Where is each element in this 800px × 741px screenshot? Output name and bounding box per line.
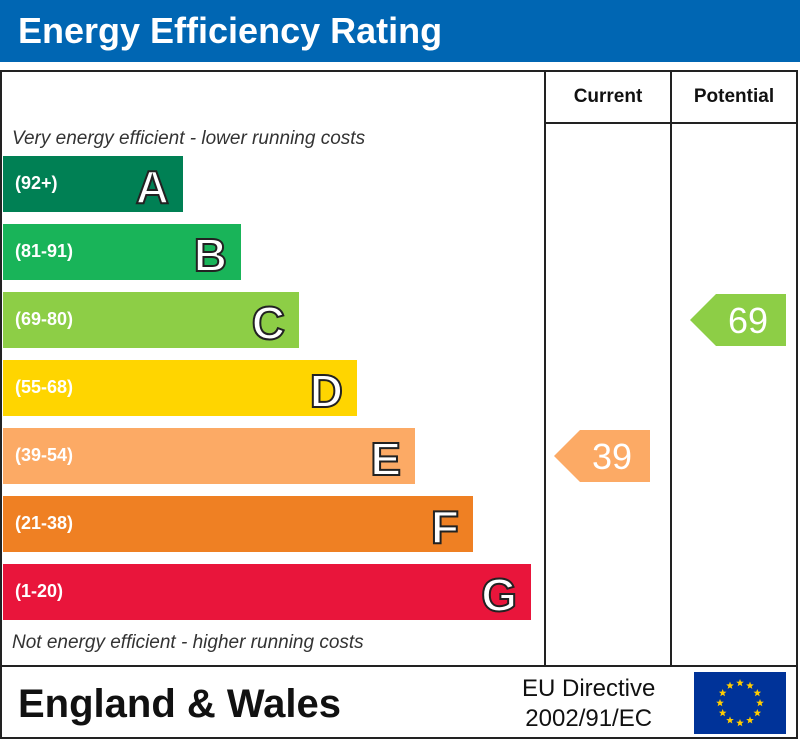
chart-frame — [0, 70, 798, 739]
note-inefficient: Not energy efficient - higher running co… — [12, 632, 364, 653]
band-b: (81-91) B — [3, 224, 241, 282]
band-range-f: (21-38) — [15, 513, 74, 533]
eu-flag-star — [756, 699, 764, 707]
eu-flag-star — [753, 689, 762, 697]
band-letter-e: E — [369, 432, 402, 486]
eu-flag-star — [746, 716, 754, 724]
divider-potential — [670, 72, 672, 666]
page-title: Energy Efficiency Rating — [18, 10, 443, 51]
eu-flag-icon — [694, 672, 786, 734]
band-f: (21-38) F — [3, 496, 473, 554]
potential-rating-arrow: 69 — [690, 294, 786, 346]
band-letter-b: B — [193, 228, 228, 282]
current-rating-arrow: 39 — [554, 430, 650, 482]
band-range-c: (69-80) — [15, 309, 74, 329]
band-letter-g: G — [480, 568, 518, 622]
band-range-e: (39-54) — [15, 445, 74, 465]
eu-flag-star — [753, 709, 762, 717]
band-g: (1-20) G — [3, 564, 531, 622]
eu-flag-star — [718, 709, 727, 717]
band-e: (39-54) E — [3, 428, 415, 486]
eu-directive-line1: EU Directive — [522, 675, 656, 702]
divider-header — [544, 122, 798, 124]
eu-flag-star — [736, 719, 744, 727]
band-letter-f: F — [430, 500, 460, 554]
band-letter-c: C — [251, 296, 286, 350]
current-rating-value: 39 — [591, 436, 633, 477]
column-current-header: Current — [573, 86, 643, 107]
eu-flag-star — [716, 699, 724, 707]
eu-directive: EU Directive 2002/91/EC — [522, 674, 655, 734]
band-range-g: (1-20) — [15, 581, 64, 601]
band-range-b: (81-91) — [15, 241, 74, 261]
eu-flag-star — [726, 716, 734, 724]
band-range-d: (55-68) — [15, 377, 74, 397]
band-letter-d: D — [309, 364, 344, 418]
divider-current — [544, 72, 546, 666]
column-potential-header: Potential — [693, 86, 775, 107]
band-a: (92+) A — [3, 156, 183, 214]
band-d: (55-68) D — [3, 360, 357, 418]
eu-flag-star — [718, 689, 727, 697]
eu-flag-star — [726, 681, 734, 689]
divider-footer — [0, 665, 798, 667]
band-c: (69-80) C — [3, 292, 299, 350]
potential-rating-value: 69 — [727, 300, 769, 341]
band-letter-a: A — [135, 160, 170, 214]
eu-directive-line2: 2002/91/EC — [525, 705, 653, 732]
note-efficient: Very energy efficient - lower running co… — [12, 128, 366, 149]
band-range-a: (92+) — [15, 173, 58, 193]
header-bar: Energy Efficiency Rating — [0, 0, 800, 62]
eu-flag-star — [746, 681, 754, 689]
eu-flag-star — [736, 679, 744, 687]
region-label: England & Wales — [18, 682, 342, 726]
